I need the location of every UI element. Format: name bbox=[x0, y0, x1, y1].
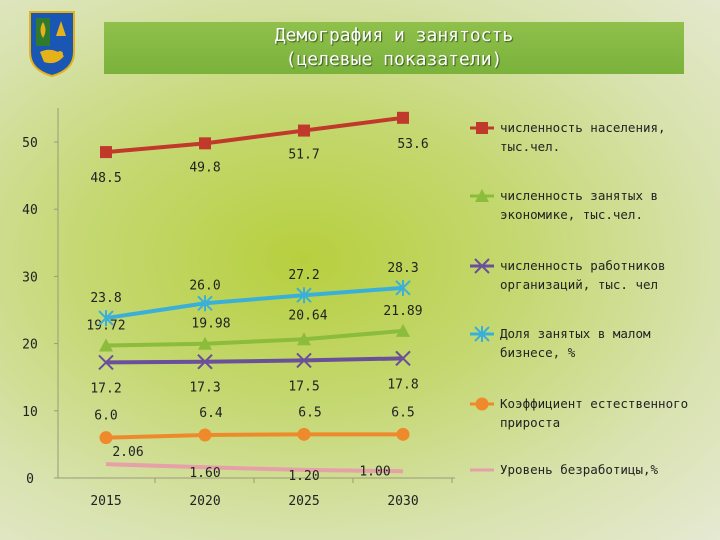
series-marker bbox=[474, 258, 490, 274]
data-label: 1.00 bbox=[359, 464, 390, 479]
data-label: 19.98 bbox=[191, 317, 230, 332]
chart-title-line-2: (целевые показатели) bbox=[285, 49, 503, 70]
series-marker bbox=[197, 295, 213, 312]
series-marker bbox=[296, 352, 312, 369]
data-label: 20.64 bbox=[288, 308, 327, 323]
series-marker bbox=[298, 124, 310, 137]
series-group: 2.06 1.60 1.20 1.00 bbox=[105, 445, 404, 484]
data-label: 17.3 bbox=[189, 381, 220, 396]
coat-of-arms-icon bbox=[29, 11, 75, 78]
y-tick-label: 30 bbox=[22, 270, 38, 285]
series-marker bbox=[297, 427, 311, 441]
legend-label: Коэффициент естественного прироста bbox=[500, 396, 688, 430]
data-label: 6.5 bbox=[298, 405, 321, 420]
data-label: 17.5 bbox=[288, 379, 319, 394]
chart-title-line-1: Демография и занятость bbox=[274, 25, 514, 46]
series-group: 23.8 26.0 27.2 28.3 bbox=[90, 261, 419, 327]
series-marker bbox=[99, 338, 113, 352]
series-marker bbox=[476, 122, 488, 134]
series-marker bbox=[396, 427, 410, 441]
data-label: 6.4 bbox=[199, 406, 223, 421]
data-label: 17.2 bbox=[90, 381, 121, 396]
y-tick-label: 50 bbox=[22, 136, 38, 151]
legend-item: Доля занятых в малом бизнесе, % bbox=[470, 326, 651, 360]
data-label: 1.20 bbox=[288, 469, 319, 484]
series-marker bbox=[475, 397, 489, 411]
x-tick-label: 2020 bbox=[189, 494, 220, 509]
series-marker bbox=[296, 287, 312, 304]
series-line bbox=[105, 462, 404, 474]
legend-label: численность работников организаций, тыс. … bbox=[500, 258, 666, 292]
data-label: 27.2 bbox=[288, 268, 319, 283]
x-tick-label: 2015 bbox=[90, 494, 121, 509]
series-marker bbox=[474, 326, 490, 342]
chart-legend: численность населения, тыс.чел. численност… bbox=[470, 120, 688, 477]
chart-title: Демография и занятость (целевые показате… bbox=[104, 22, 684, 74]
legend-item: численность работников организаций, тыс. … bbox=[470, 258, 666, 292]
series-line bbox=[105, 432, 403, 440]
data-label: 2.06 bbox=[112, 445, 143, 460]
series-group: 48.5 49.8 51.7 53.6 bbox=[90, 111, 429, 186]
data-label: 49.8 bbox=[189, 160, 220, 175]
series-line bbox=[105, 328, 404, 348]
legend-item: Коэффициент естественного прироста bbox=[470, 396, 688, 430]
data-label: 51.7 bbox=[288, 148, 319, 163]
series-line bbox=[105, 115, 404, 155]
x-tick-label: 2025 bbox=[288, 494, 319, 509]
series-marker bbox=[397, 111, 409, 124]
data-label: 17.8 bbox=[387, 377, 418, 392]
data-label: 53.6 bbox=[397, 137, 428, 152]
series-line bbox=[105, 285, 404, 321]
data-label: 26.0 bbox=[189, 278, 220, 293]
series-marker bbox=[198, 336, 212, 350]
legend-label: численность населения, тыс.чел. bbox=[500, 120, 666, 154]
series-marker bbox=[198, 428, 212, 442]
legend-item: численность занятых в экономике, тыс.чел. bbox=[470, 188, 658, 222]
y-tick-label: 40 bbox=[22, 203, 38, 218]
series-marker bbox=[98, 354, 114, 371]
legend-item: численность населения, тыс.чел. bbox=[470, 120, 666, 154]
y-tick-label: 0 bbox=[26, 472, 34, 487]
series-marker bbox=[395, 350, 411, 367]
series-marker bbox=[475, 189, 489, 202]
legend-label: численность занятых в экономике, тыс.чел. bbox=[500, 188, 658, 222]
legend-label: Доля занятых в малом бизнесе, % bbox=[500, 326, 651, 360]
data-label: 1.60 bbox=[189, 466, 220, 481]
series-marker bbox=[199, 137, 211, 150]
data-label: 28.3 bbox=[387, 261, 418, 276]
legend-label: Уровень безработицы,% bbox=[500, 462, 659, 477]
data-label: 6.0 bbox=[94, 409, 117, 424]
y-tick-label: 20 bbox=[22, 338, 38, 353]
series-group: 6.0 6.4 6.5 6.5 bbox=[94, 405, 415, 445]
series-marker bbox=[395, 279, 411, 296]
data-label: 6.5 bbox=[391, 405, 414, 420]
data-label: 23.8 bbox=[90, 291, 121, 306]
series-marker bbox=[396, 323, 410, 337]
series-marker bbox=[100, 146, 112, 159]
series-marker bbox=[98, 310, 114, 327]
y-tick-label: 10 bbox=[22, 405, 38, 420]
legend-item: Уровень безработицы,% bbox=[470, 462, 659, 477]
series-marker bbox=[297, 332, 311, 346]
data-label: 48.5 bbox=[90, 171, 121, 186]
series-marker bbox=[197, 354, 213, 370]
series-group: 17.2 17.3 17.5 17.8 bbox=[90, 350, 419, 396]
series-marker bbox=[99, 431, 113, 445]
data-label: 21.89 bbox=[383, 304, 422, 319]
x-tick-label: 2030 bbox=[387, 494, 418, 509]
series-line bbox=[105, 356, 404, 365]
